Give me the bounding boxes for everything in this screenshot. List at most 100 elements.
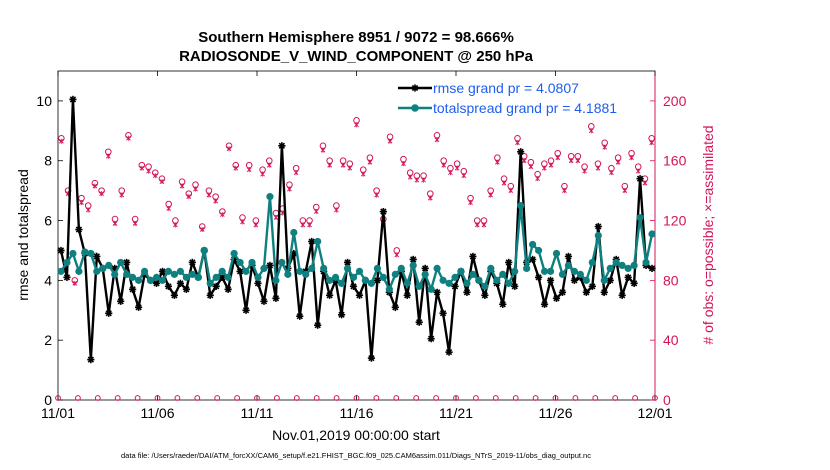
- obs-assimilated-point: [72, 280, 78, 286]
- rmse-point: [134, 303, 143, 311]
- rmse-point: [272, 294, 280, 302]
- obs-assimilated-point: [105, 153, 111, 159]
- obs-assimilated-point: [649, 140, 654, 146]
- totalspread-point: [618, 261, 626, 270]
- totalspread-point: [152, 273, 161, 281]
- rmse-point: [278, 142, 286, 150]
- totalspread-point: [606, 264, 614, 272]
- rmse-point: [546, 276, 555, 284]
- obs-assimilated-point: [85, 207, 91, 213]
- obs-assimilated-point: [421, 177, 426, 183]
- obs-assimilated-point: [481, 222, 487, 228]
- obs-assimilated-point: [454, 165, 460, 171]
- obs-baseline-point: [194, 395, 201, 401]
- rmse-point: [558, 288, 567, 296]
- obs-assimilated-point: [186, 194, 192, 200]
- legend-label-totalspread: totalspread grand pr = 4.1881: [433, 100, 617, 116]
- rmse-point: [445, 348, 453, 356]
- obs-assimilated-point: [555, 155, 561, 161]
- obs-assimilated-point: [414, 177, 420, 183]
- rmse-point: [254, 279, 262, 287]
- totalspread-point: [129, 273, 137, 281]
- x-tick-label: 11/21: [439, 405, 473, 421]
- obs-assimilated-point: [59, 138, 64, 144]
- rmse-point: [164, 282, 173, 290]
- totalspread-point: [314, 237, 322, 246]
- totalspread-point: [272, 276, 280, 284]
- obs-baseline-point: [473, 395, 479, 401]
- rmse-point: [296, 312, 304, 320]
- totalspread-point: [445, 279, 453, 287]
- totalspread-point: [343, 264, 352, 272]
- obs-assimilated-point: [260, 171, 265, 177]
- totalspread-point: [75, 267, 83, 275]
- rmse-point: [529, 255, 537, 264]
- line-series: [57, 95, 656, 364]
- x-tick-label: 11/26: [539, 405, 573, 421]
- obs-baseline-point: [612, 395, 619, 401]
- totalspread-point: [415, 282, 423, 290]
- obs-assimilated-point: [253, 222, 259, 228]
- legend-marker-totalspread: [411, 104, 419, 112]
- obs-assimilated-point: [99, 191, 104, 197]
- totalspread-point: [594, 231, 602, 240]
- rmse-point: [379, 207, 387, 216]
- plot-area: [57, 70, 656, 401]
- totalspread-point: [630, 261, 638, 270]
- totalspread-point: [427, 285, 435, 293]
- obs-assimilated-point: [92, 183, 98, 189]
- obs-baseline-point: [274, 395, 280, 401]
- totalspread-point: [439, 276, 447, 284]
- totalspread-point: [534, 246, 543, 255]
- obs-assimilated-point: [226, 146, 232, 152]
- rmse-point: [403, 291, 411, 299]
- obs-assimilated-point: [468, 200, 473, 206]
- obs-assimilated-point: [541, 165, 547, 171]
- totalspread-point: [367, 279, 376, 287]
- rmse-point: [63, 273, 71, 281]
- totalspread-point: [373, 264, 381, 272]
- obs-assimilated-point: [461, 173, 467, 179]
- chart-title-line1: Southern Hemisphere 8951 / 9072 = 98.666…: [198, 29, 514, 46]
- obs-assimilated-point: [354, 122, 359, 128]
- rmse-point: [93, 252, 101, 261]
- obs-baseline-point: [154, 395, 161, 401]
- x-tick-label: 12/01: [637, 405, 672, 421]
- obs-assimilated-point: [246, 167, 252, 173]
- obs-assimilated-point: [126, 135, 131, 141]
- y2-tick-label: 120: [663, 213, 687, 229]
- rmse-point: [451, 282, 459, 290]
- x-tick-label: 11/01: [41, 405, 75, 421]
- obs-assimilated-point: [575, 158, 581, 164]
- totalspread-point: [379, 273, 387, 281]
- rmse-point: [343, 258, 352, 267]
- obs-assimilated-point: [132, 221, 138, 227]
- totalspread-point: [337, 279, 346, 287]
- totalspread-point: [642, 258, 650, 267]
- rmse-point: [481, 291, 489, 299]
- rmse-point: [517, 148, 525, 156]
- rmse-point: [427, 335, 435, 343]
- obs-assimilated-point: [508, 188, 514, 194]
- y-tick-label: 10: [36, 93, 52, 109]
- totalspread-point: [146, 276, 155, 284]
- obs-assimilated-point: [427, 195, 433, 201]
- rmse-point: [206, 291, 214, 299]
- obs-assimilated-point: [146, 168, 151, 174]
- rmse-point: [224, 285, 232, 293]
- rmse-point: [439, 309, 447, 317]
- y-tick-label: 2: [44, 332, 52, 348]
- y-tick-label: 6: [44, 213, 52, 229]
- obs-assimilated-point: [166, 206, 172, 212]
- obs-assimilated-point: [407, 174, 413, 180]
- rmse-point: [182, 285, 190, 293]
- obs-assimilated-point: [273, 215, 279, 221]
- obs-assimilated-point: [334, 207, 339, 213]
- rmse-point: [636, 175, 644, 183]
- obs-baseline-point: [234, 395, 241, 401]
- obs-assimilated-point: [367, 159, 373, 165]
- chart-title-line2: RADIOSONDE_V_WIND_COMPONENT @ 250 hPa: [179, 48, 534, 65]
- totalspread-point: [111, 270, 119, 278]
- obs-assimilated-point: [548, 162, 554, 168]
